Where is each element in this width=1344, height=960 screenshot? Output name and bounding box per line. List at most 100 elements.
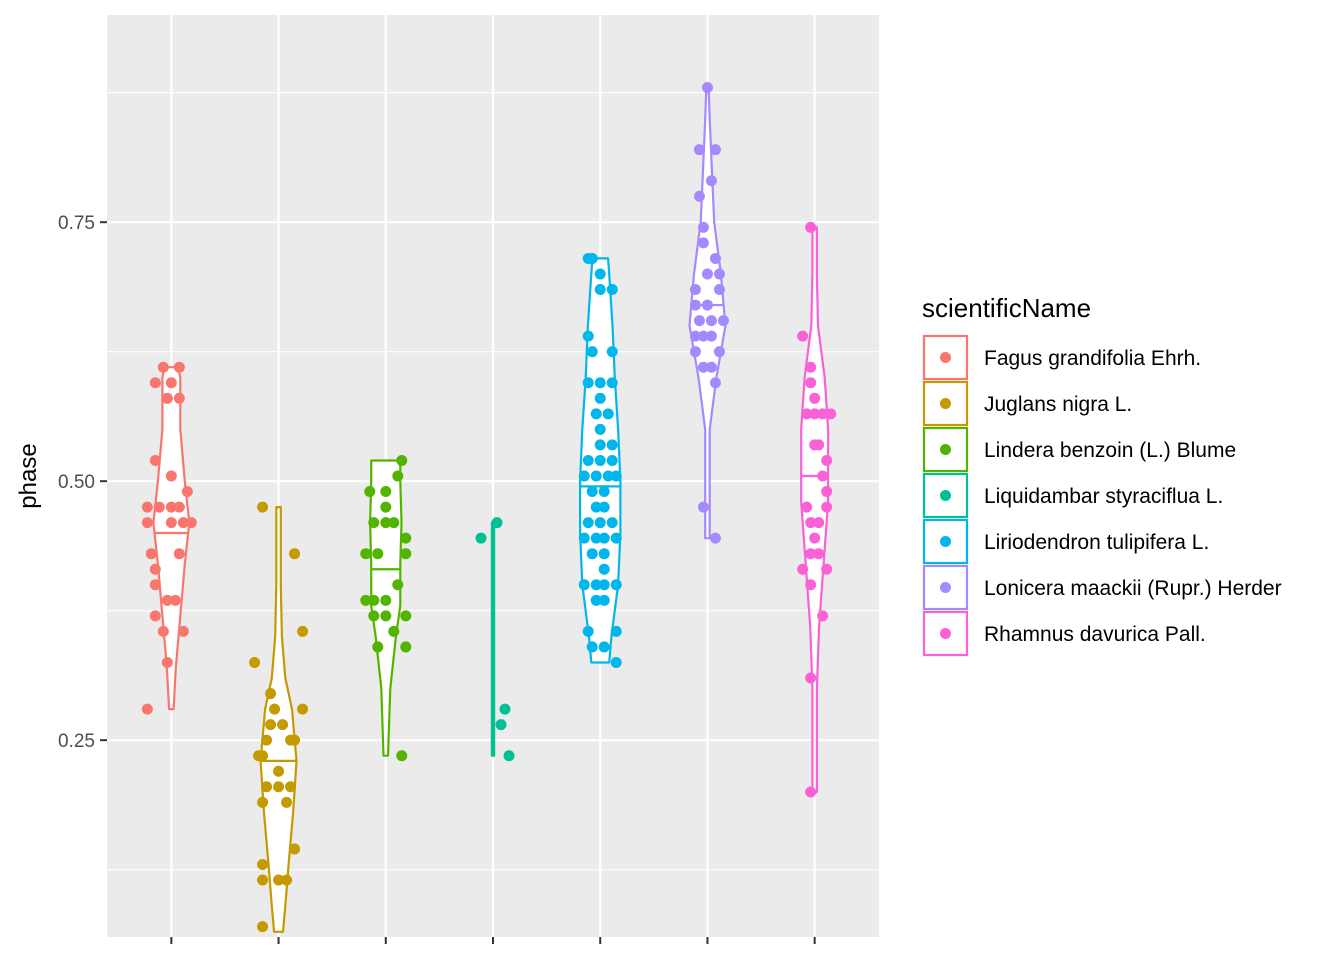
data-point [273, 765, 285, 777]
legend-key-point [940, 582, 951, 593]
data-point [598, 532, 610, 544]
data-point [705, 175, 717, 187]
data-point [265, 688, 277, 700]
data-point [149, 454, 161, 466]
data-point [805, 377, 817, 389]
data-point [821, 454, 833, 466]
data-point [598, 486, 610, 498]
data-point [181, 486, 193, 498]
violin-shape [490, 521, 496, 757]
data-point [689, 299, 701, 311]
legend-key-point [940, 628, 951, 639]
data-point [709, 377, 721, 389]
data-point [805, 579, 817, 591]
data-point [594, 392, 606, 404]
data-point [400, 641, 412, 653]
data-point [265, 719, 277, 731]
data-point [713, 346, 725, 358]
data-point [805, 361, 817, 373]
data-point [257, 750, 269, 762]
legend-key [922, 564, 969, 611]
data-point [257, 501, 269, 513]
data-point [590, 470, 602, 482]
data-point [610, 656, 622, 668]
x-axis [170, 937, 816, 944]
data-point [582, 377, 594, 389]
data-point [360, 548, 372, 560]
legend-label: Liquidambar styraciflua L. [984, 485, 1223, 508]
data-point [364, 486, 376, 498]
data-point [153, 501, 165, 513]
data-point [606, 517, 618, 529]
data-point [825, 408, 837, 420]
data-point [169, 594, 181, 606]
data-point [372, 548, 384, 560]
data-point [821, 563, 833, 575]
data-point [606, 377, 618, 389]
data-point [701, 299, 713, 311]
legend-label: Lindera benzoin (L.) Blume [984, 439, 1236, 462]
data-point [805, 221, 817, 233]
data-point [709, 252, 721, 264]
data-point [594, 517, 606, 529]
data-point [173, 361, 185, 373]
data-point [161, 392, 173, 404]
data-point [594, 377, 606, 389]
data-point [285, 781, 297, 793]
data-point [590, 408, 602, 420]
data-point [380, 501, 392, 513]
y-tick-label: 0.75 [58, 213, 95, 234]
data-point [141, 501, 153, 513]
data-point [161, 594, 173, 606]
data-point [257, 796, 269, 808]
data-point [149, 377, 161, 389]
data-point [817, 408, 829, 420]
data-point [360, 594, 372, 606]
data-point [705, 315, 717, 327]
legend-key-point [940, 490, 951, 501]
data-point [813, 517, 825, 529]
data-point [578, 470, 590, 482]
y-tick-label: 0.50 [58, 472, 95, 493]
data-point [594, 284, 606, 296]
legend-label: Rhamnus davurica Pall. [984, 623, 1206, 646]
data-point [145, 548, 157, 560]
data-point [582, 625, 594, 637]
data-point [602, 470, 614, 482]
data-point [701, 82, 713, 94]
data-point [821, 486, 833, 498]
data-point [602, 408, 614, 420]
data-point [161, 656, 173, 668]
data-point [590, 532, 602, 544]
data-point [582, 330, 594, 342]
legend-label: Liriodendron tulipifera L. [984, 531, 1209, 554]
legend-key-point [940, 444, 951, 455]
legend-key-point [940, 398, 951, 409]
data-point [388, 517, 400, 529]
data-point [257, 858, 269, 870]
data-point [582, 454, 594, 466]
data-point [289, 548, 301, 560]
data-point [598, 594, 610, 606]
data-point [594, 454, 606, 466]
data-point [610, 532, 622, 544]
data-point [368, 594, 380, 606]
data-point [705, 361, 717, 373]
data-point [380, 594, 392, 606]
data-point [392, 579, 404, 591]
data-point [141, 517, 153, 529]
data-point [297, 625, 309, 637]
data-point [809, 392, 821, 404]
data-point [598, 641, 610, 653]
data-point [693, 190, 705, 202]
data-point [396, 454, 408, 466]
legend-key-point [940, 352, 951, 363]
data-point [610, 579, 622, 591]
data-point [177, 517, 189, 529]
data-point [149, 563, 161, 575]
data-point [297, 703, 309, 715]
data-point [697, 501, 709, 513]
data-point [165, 501, 177, 513]
data-point [697, 330, 709, 342]
